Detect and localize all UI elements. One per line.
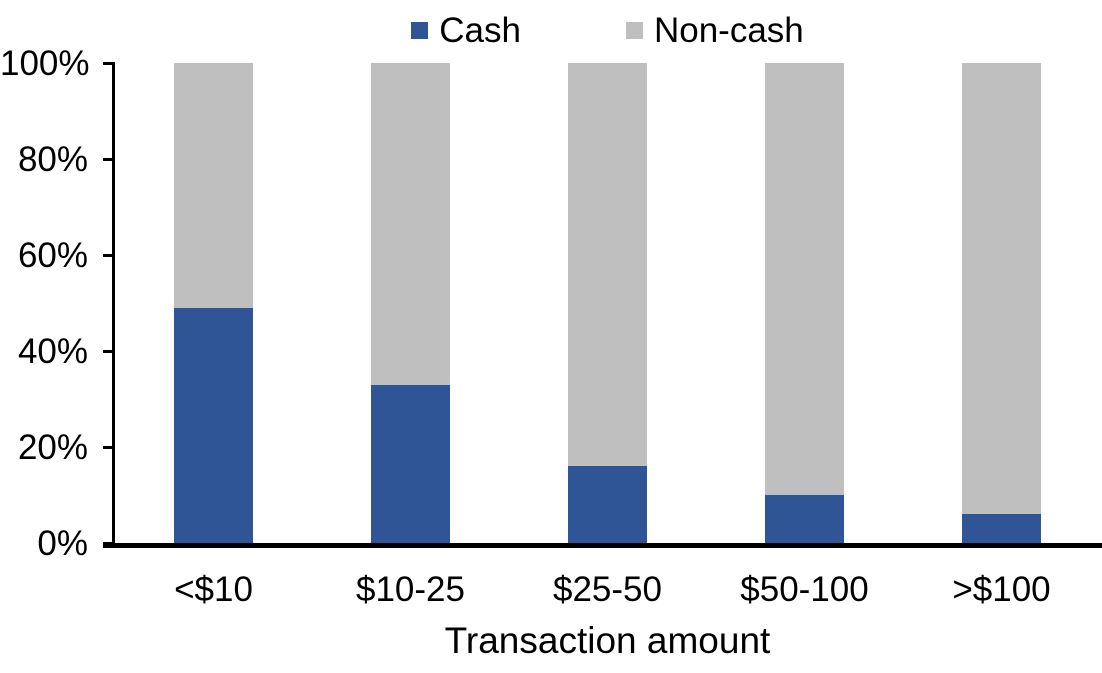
x-axis-tick-label: $25-50: [553, 570, 662, 609]
x-axis-tick-label: $50-100: [740, 570, 869, 609]
x-axis-title: Transaction amount: [444, 620, 771, 661]
cash-legend-swatch: [411, 21, 429, 39]
legend-item-noncash: Non-cash: [625, 10, 804, 50]
x-axis-tick-label: >$100: [952, 570, 1051, 609]
noncash-legend-swatch: [625, 21, 643, 39]
bar-segment-non-cash-2: [568, 63, 647, 467]
bar-segment-cash-1: [371, 384, 450, 543]
y-axis-tick-label: 20%: [17, 428, 88, 467]
y-axis-tick: [103, 350, 115, 353]
y-axis-tick: [103, 254, 115, 257]
y-axis-tick: [103, 62, 115, 65]
bar-segment-cash-4: [962, 514, 1041, 543]
y-axis-line: [112, 63, 115, 548]
bar-segment-non-cash-0: [174, 63, 253, 308]
x-axis-line: [103, 543, 1102, 548]
y-axis-tick-label: 100%: [0, 44, 90, 83]
legend-item-cash: Cash: [411, 13, 521, 48]
chart-legend: Cash Non-cash: [115, 8, 1100, 52]
y-axis-tick-label: 80%: [17, 140, 88, 179]
bar-segment-non-cash-3: [765, 63, 844, 495]
y-axis-tick: [103, 542, 115, 545]
bar-segment-cash-2: [568, 466, 647, 543]
bar-segment-cash-3: [765, 495, 844, 543]
y-axis-tick: [103, 446, 115, 449]
bar-segment-cash-0: [174, 307, 253, 543]
cash-legend-label: Cash: [439, 10, 521, 50]
bar-segment-non-cash-1: [371, 63, 450, 385]
y-axis-tick-label: 60%: [17, 236, 88, 275]
noncash-legend-label: Non-cash: [653, 10, 804, 50]
x-axis-tick-label: $10-25: [356, 570, 465, 609]
y-axis-tick-label: 0%: [37, 524, 88, 563]
y-axis-tick: [103, 158, 115, 161]
bar-segment-non-cash-4: [962, 63, 1041, 515]
x-axis-tick-label: <$10: [174, 570, 253, 609]
y-axis-tick-label: 40%: [17, 332, 88, 371]
